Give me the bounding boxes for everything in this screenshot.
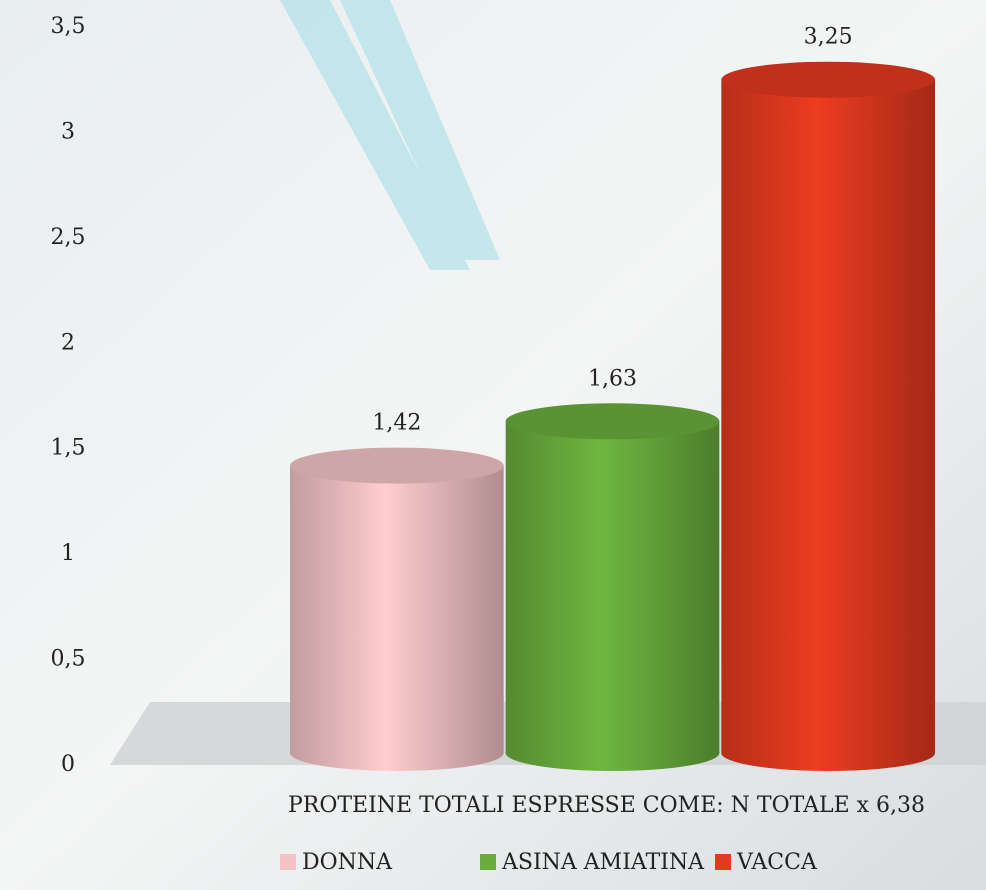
legend-swatch	[715, 854, 731, 870]
x-tick-label: PROTEINE TOTALI ESPRESSE COME: N TOTALE …	[288, 793, 925, 818]
legend-swatch	[480, 854, 496, 870]
y-tick-label: 1,5	[51, 436, 86, 461]
straw-decoration	[280, 0, 500, 270]
legend-label: VACCA	[736, 850, 818, 875]
bar-body	[721, 79, 935, 753]
y-tick-label: 0	[61, 752, 75, 777]
bar-top	[505, 403, 720, 440]
y-tick-label: 3,5	[51, 14, 86, 39]
y-tick-label: 2,5	[51, 225, 86, 250]
bar	[290, 447, 504, 771]
bar-top	[721, 61, 936, 98]
bar	[721, 61, 936, 771]
data-label: 1,42	[372, 411, 421, 436]
y-tick-label: 3	[61, 119, 75, 144]
bar	[505, 403, 720, 771]
data-label: 3,25	[804, 25, 853, 50]
bar-body	[505, 421, 720, 753]
data-label: 1,63	[588, 366, 637, 391]
bar-body	[290, 465, 504, 753]
y-tick-label: 2	[61, 330, 75, 355]
bar-top	[290, 447, 504, 484]
y-tick-label: 1	[61, 541, 75, 566]
legend-label: DONNA	[302, 850, 393, 875]
legend-swatch	[280, 854, 296, 870]
y-tick-label: 0,5	[51, 647, 86, 672]
legend-label: ASINA AMIATINA	[501, 850, 705, 875]
